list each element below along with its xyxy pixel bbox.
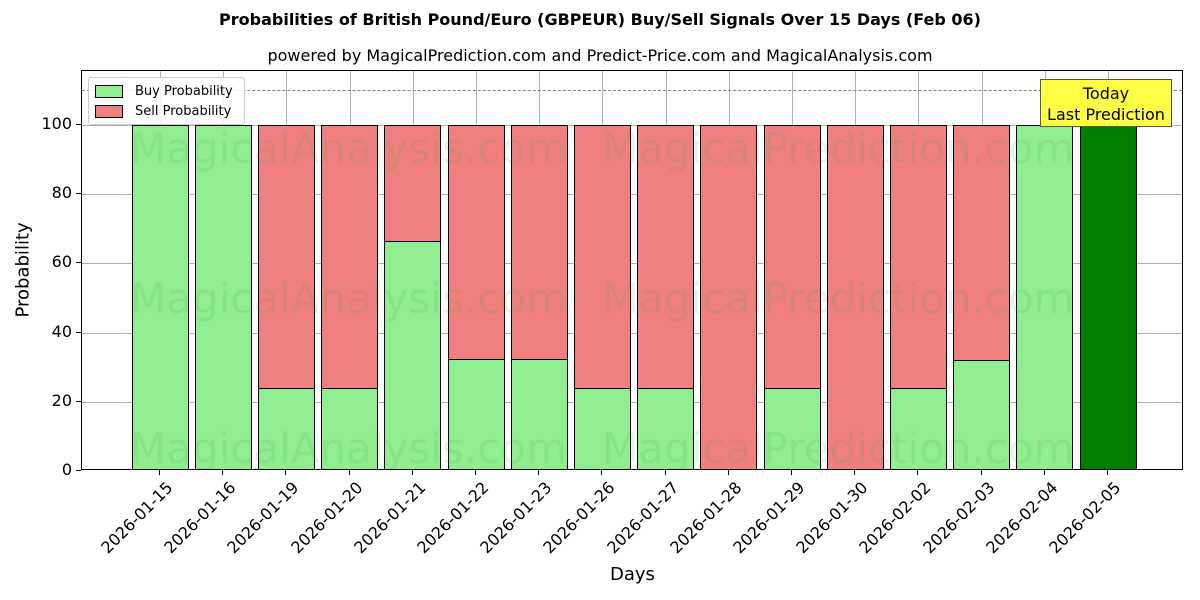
buy-bar [953, 360, 1011, 469]
x-axis-label: Days [610, 564, 655, 585]
reference-line [82, 90, 1182, 92]
buy-bar [1016, 125, 1074, 469]
buy-bar [447, 358, 505, 469]
buy-bar [763, 387, 821, 469]
y-tick-mark [76, 400, 81, 402]
y-axis-label: Probability [12, 222, 34, 318]
x-tick-mark [601, 470, 603, 475]
legend-buy-label: Buy Probability [135, 83, 233, 99]
x-tick-mark [348, 470, 350, 475]
sell-bar [510, 125, 568, 360]
chart-title: Probabilities of British Pound/Euro (GBP… [219, 10, 981, 29]
buy-bar [257, 387, 315, 469]
x-tick-mark [1107, 470, 1108, 475]
legend: Buy Probability Sell Probability [88, 77, 245, 125]
y-tick-label: 0 [61, 460, 72, 479]
sell-bar [889, 125, 947, 389]
grid-line-h [82, 332, 1182, 334]
sell-bar [700, 125, 758, 469]
chart-subtitle: powered by MagicalPrediction.com and Pre… [267, 46, 933, 65]
x-tick-mark [854, 470, 856, 475]
y-tick-mark [76, 124, 81, 125]
legend-sell-label: Sell Probability [135, 103, 232, 119]
plot-area: MagicalAnalysis.comMagicalPrediction.com… [81, 70, 1183, 470]
sell-bar [763, 125, 821, 389]
sell-bar [257, 125, 315, 389]
grid-line-h [82, 263, 1182, 265]
sell-bar [637, 125, 695, 389]
x-tick-mark [222, 470, 224, 475]
sell-bar [384, 125, 442, 242]
y-tick-mark [76, 331, 81, 333]
x-tick-mark [411, 470, 413, 475]
buy-bar [889, 387, 947, 469]
x-tick-mark [1043, 470, 1045, 475]
y-tick-label: 100 [41, 114, 72, 133]
y-tick-mark [76, 262, 81, 264]
x-tick-mark [664, 470, 666, 475]
y-tick-mark [76, 470, 81, 471]
grid-line-h [82, 125, 1182, 126]
y-tick-mark [76, 193, 81, 195]
buy-bar [321, 387, 379, 469]
sell-bar [826, 125, 884, 469]
x-tick-mark [917, 470, 919, 475]
legend-item-buy: Buy Probability [95, 82, 233, 100]
x-tick-mark [285, 470, 287, 475]
buy-bar [573, 387, 631, 469]
sell-bar [447, 125, 505, 360]
x-tick-mark [538, 470, 540, 475]
sell-swatch-icon [95, 104, 123, 118]
y-tick-label: 60 [51, 252, 72, 272]
x-tick-mark [159, 470, 160, 475]
x-tick-mark [980, 470, 982, 475]
legend-item-sell: Sell Probability [95, 102, 231, 120]
buy-bar [384, 240, 442, 469]
buy-bar [637, 387, 695, 469]
grid-line-h [82, 194, 1182, 196]
buy-bar [131, 125, 189, 469]
annotation-line1: Today [1082, 84, 1130, 103]
grid-line-h [82, 401, 1182, 403]
sell-bar [321, 125, 379, 389]
y-tick-label: 40 [51, 321, 72, 341]
today-annotation: Today Last Prediction [1040, 79, 1172, 127]
buy-bar [194, 125, 252, 469]
y-tick-label: 80 [51, 183, 72, 203]
sell-bar [953, 125, 1011, 362]
buy-bar [1079, 125, 1137, 469]
x-tick-mark [791, 470, 792, 475]
x-tick-mark [475, 470, 476, 475]
x-tick-mark [727, 470, 729, 475]
sell-bar [573, 125, 631, 389]
buy-bar [510, 358, 568, 469]
buy-swatch-icon [95, 84, 123, 98]
y-tick-label: 20 [51, 390, 72, 410]
annotation-line2: Last Prediction [1047, 105, 1165, 124]
